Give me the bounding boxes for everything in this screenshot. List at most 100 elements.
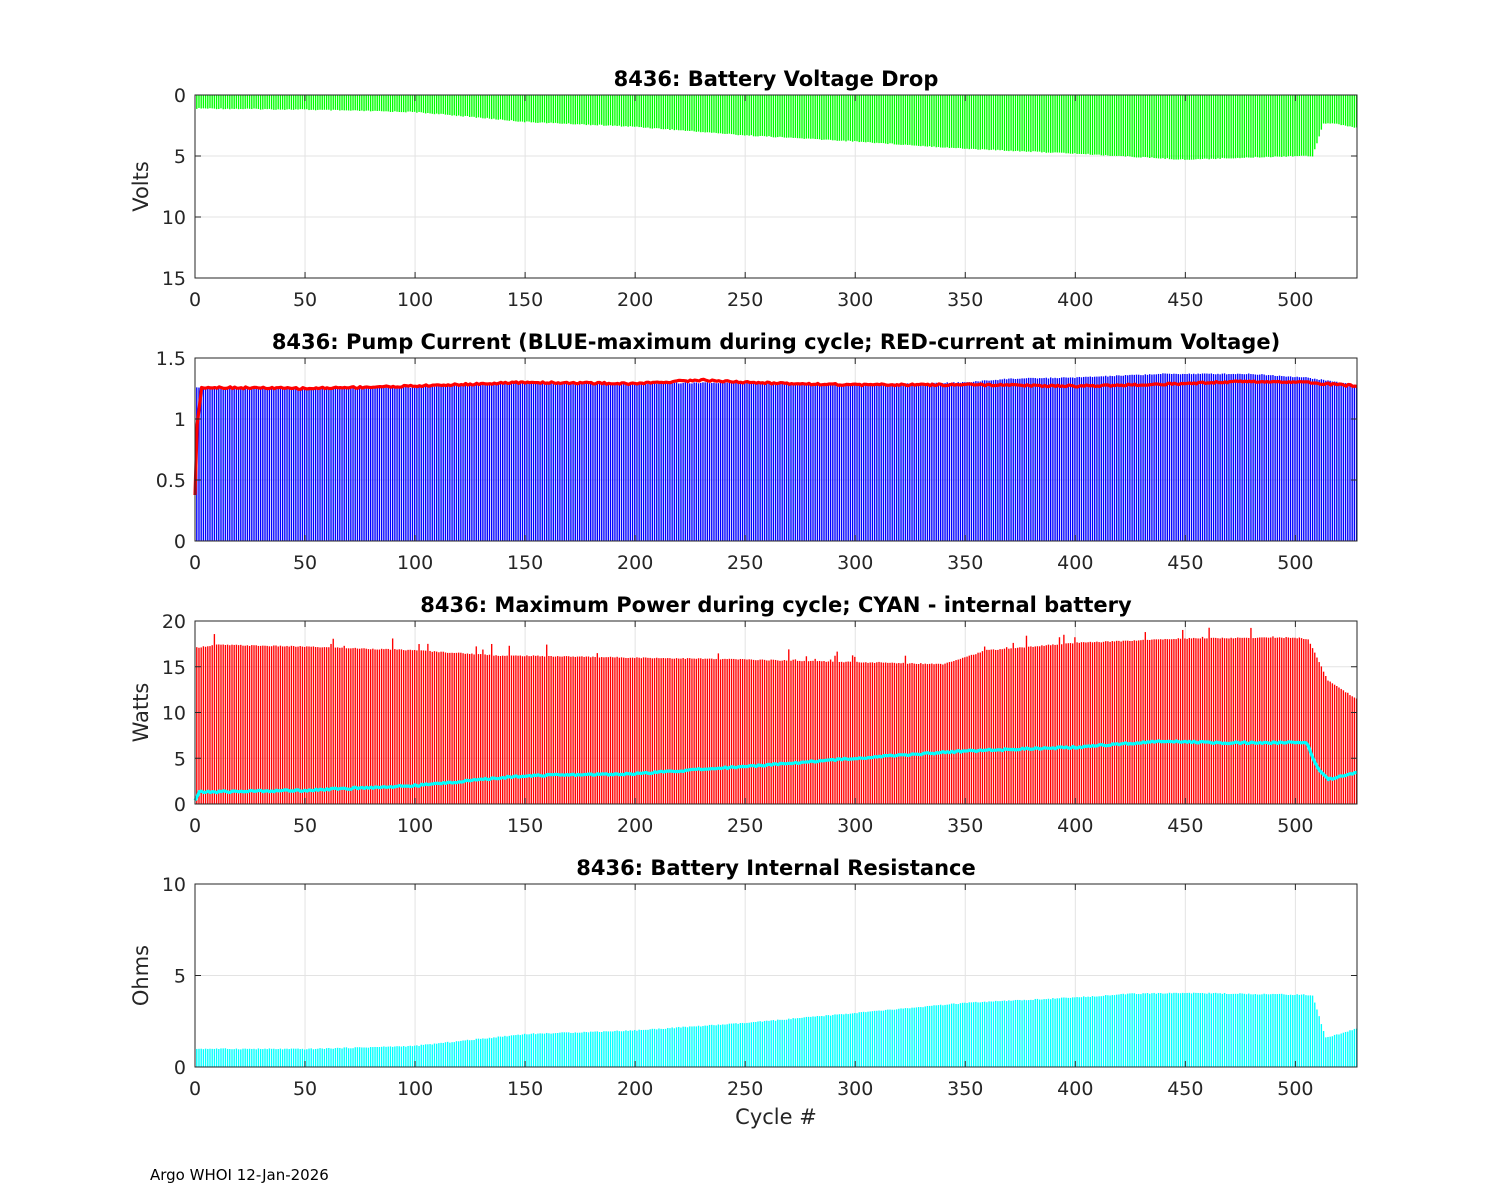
bar bbox=[284, 1048, 286, 1067]
bar bbox=[530, 656, 532, 804]
bar bbox=[931, 663, 933, 804]
bar bbox=[1265, 375, 1268, 541]
bar bbox=[218, 387, 220, 541]
bar bbox=[297, 95, 299, 110]
bar bbox=[491, 384, 493, 541]
bar bbox=[389, 649, 392, 804]
bar bbox=[917, 1007, 920, 1067]
bar bbox=[1151, 639, 1153, 804]
bar bbox=[1038, 999, 1041, 1067]
bar bbox=[851, 1013, 854, 1067]
bar bbox=[1309, 378, 1312, 541]
bar bbox=[429, 95, 431, 114]
bar bbox=[686, 1027, 689, 1067]
bar bbox=[400, 1046, 403, 1067]
bar bbox=[1204, 95, 1206, 159]
bar bbox=[235, 1048, 238, 1067]
bar bbox=[579, 95, 581, 125]
bar bbox=[810, 1016, 812, 1067]
bar bbox=[440, 385, 442, 541]
bar bbox=[596, 95, 599, 126]
bar bbox=[1113, 95, 1116, 156]
bar bbox=[1195, 638, 1197, 804]
bar bbox=[1314, 378, 1316, 541]
bar bbox=[1217, 993, 1219, 1067]
bar bbox=[609, 95, 612, 126]
y-tick-label: 0 bbox=[174, 85, 186, 107]
bar bbox=[992, 95, 995, 150]
bar bbox=[1162, 639, 1164, 804]
bar bbox=[1063, 997, 1065, 1067]
bar bbox=[1041, 645, 1043, 804]
bar bbox=[939, 663, 942, 804]
bar bbox=[1294, 377, 1296, 541]
bar bbox=[990, 649, 992, 804]
bar bbox=[1199, 993, 1202, 1067]
bar bbox=[233, 644, 235, 804]
bar bbox=[1309, 643, 1312, 804]
y-tick-label: 1 bbox=[174, 409, 186, 431]
bar bbox=[623, 1031, 625, 1067]
bar bbox=[552, 95, 554, 124]
bar bbox=[1056, 998, 1058, 1067]
bar bbox=[790, 1019, 792, 1067]
bar bbox=[1300, 95, 1303, 156]
bar bbox=[1329, 681, 1331, 804]
bar bbox=[812, 384, 814, 541]
bar bbox=[486, 383, 488, 541]
bar bbox=[479, 384, 482, 541]
bar bbox=[284, 646, 286, 804]
bar bbox=[713, 659, 715, 804]
bar bbox=[1012, 1000, 1014, 1067]
bar bbox=[1303, 95, 1305, 156]
bar bbox=[451, 386, 453, 541]
bar bbox=[961, 657, 964, 804]
bar bbox=[801, 95, 803, 139]
bar bbox=[900, 95, 902, 145]
bar bbox=[332, 387, 334, 541]
bar bbox=[378, 649, 381, 804]
bar bbox=[317, 647, 319, 804]
bar bbox=[1292, 995, 1294, 1067]
bar bbox=[1353, 1028, 1356, 1067]
bar bbox=[510, 382, 513, 541]
bar bbox=[656, 95, 658, 129]
x-tick-label: 350 bbox=[947, 289, 983, 311]
bar bbox=[781, 660, 783, 804]
bar bbox=[1019, 95, 1021, 152]
bar bbox=[1041, 999, 1043, 1067]
bar bbox=[1331, 1036, 1334, 1067]
bar bbox=[1127, 375, 1129, 541]
bar bbox=[570, 656, 572, 804]
bar bbox=[339, 1047, 341, 1067]
bar bbox=[215, 95, 218, 110]
bar bbox=[1109, 641, 1111, 804]
bar bbox=[959, 382, 962, 541]
bar bbox=[363, 95, 365, 112]
bar bbox=[1030, 646, 1032, 804]
bar bbox=[750, 659, 753, 804]
bar bbox=[1331, 381, 1334, 541]
bar bbox=[638, 657, 640, 804]
y-tick-label: 20 bbox=[162, 611, 186, 633]
bar bbox=[790, 383, 792, 541]
bar bbox=[504, 95, 506, 121]
bar bbox=[343, 387, 345, 541]
bar bbox=[724, 658, 726, 804]
bar bbox=[1129, 640, 1131, 804]
bar bbox=[251, 645, 253, 804]
bar bbox=[440, 95, 442, 114]
bar bbox=[594, 1031, 596, 1067]
bar bbox=[1177, 374, 1180, 541]
bar bbox=[752, 1021, 755, 1067]
bar bbox=[895, 1009, 898, 1067]
bar bbox=[724, 1024, 726, 1067]
bar bbox=[1329, 380, 1331, 541]
bar bbox=[700, 382, 702, 541]
x-tick-label: 250 bbox=[727, 815, 763, 837]
bar bbox=[955, 383, 957, 541]
bar bbox=[939, 383, 942, 541]
bar bbox=[1270, 375, 1272, 541]
bar bbox=[836, 95, 838, 141]
chart-title: 8436: Battery Internal Resistance bbox=[576, 856, 976, 880]
